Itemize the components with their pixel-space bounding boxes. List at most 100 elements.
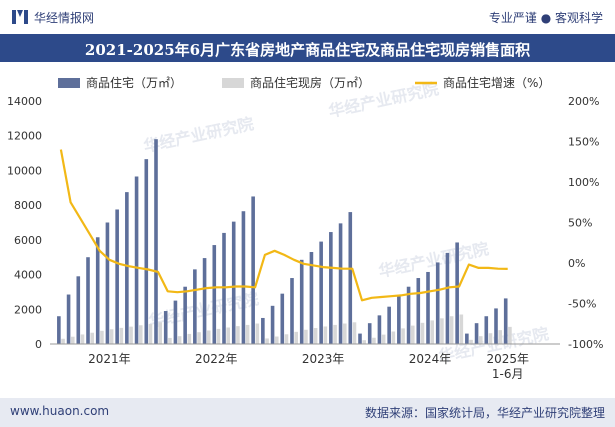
bar-sales	[455, 242, 459, 344]
bar-existing	[255, 323, 260, 344]
bar-sales	[435, 262, 440, 344]
bar-sales	[290, 278, 294, 344]
brand-tagline: 专业严谨 ● 客观科学	[488, 11, 603, 25]
y-right-tick-label: 150%	[568, 136, 599, 149]
bar-sales	[86, 257, 90, 344]
legend-label-1: 商品住宅（万㎡）	[86, 75, 182, 90]
bar-sales	[105, 222, 110, 344]
bar-sales	[125, 192, 129, 344]
watermark-text: 华经产业研究院	[377, 239, 491, 281]
bar-sales	[426, 271, 430, 344]
data-source: 数据来源：国家统计局，华经产业研究院整理	[364, 406, 605, 420]
header: 华经情报网 专业严谨 ● 客观科学	[0, 0, 615, 34]
bar-sales	[474, 323, 479, 344]
bar-sales	[494, 308, 498, 344]
bar-existing	[333, 324, 337, 344]
bar-existing	[177, 336, 182, 344]
bar-existing	[109, 329, 114, 344]
y-left-tick-label: 14000	[7, 95, 42, 108]
bar-sales	[231, 221, 236, 344]
bar-sales	[212, 245, 217, 344]
bar-existing	[508, 326, 512, 344]
bar-sales	[154, 139, 158, 344]
bar-existing	[158, 322, 162, 344]
bar-existing	[294, 331, 298, 344]
bar-existing	[430, 320, 434, 344]
y-right-tick-label: -100%	[568, 338, 603, 351]
bar-existing	[61, 338, 65, 344]
y-left-tick-label: 2000	[14, 303, 42, 316]
y-left-tick-label: 8000	[14, 199, 42, 212]
bar-existing	[274, 336, 279, 344]
bar-existing	[284, 334, 289, 344]
x-tick-label: 2021年	[88, 352, 131, 366]
bar-existing	[440, 318, 444, 344]
bar-existing	[90, 332, 94, 344]
bar-sales	[406, 286, 411, 344]
data-label-growth: -7.30%	[537, 62, 584, 65]
bar-existing	[372, 337, 376, 344]
bar-sales	[95, 237, 100, 344]
x-tick-label: 2024年	[409, 352, 452, 366]
bar-sales	[270, 305, 275, 344]
bar-existing	[401, 328, 405, 344]
bar-sales	[144, 159, 149, 344]
x-tick-label: 2025年	[486, 352, 529, 366]
bar-existing	[478, 336, 483, 344]
title-bar	[0, 34, 615, 62]
chart: 华经产业研究院华经产业研究院华经产业研究院华经产业研究院华经产业研究院商品住宅（…	[7, 62, 603, 381]
bar-sales	[241, 211, 246, 344]
bar-existing	[323, 326, 328, 344]
bar-existing	[391, 331, 396, 344]
bar-sales	[222, 232, 226, 344]
bar-existing	[449, 316, 454, 344]
bar-sales	[134, 176, 139, 344]
bar-sales	[202, 258, 207, 344]
bar-existing	[70, 336, 75, 344]
bar-sales	[261, 317, 265, 344]
bar-existing	[245, 324, 250, 344]
bar-existing	[342, 323, 347, 344]
bar-sales	[173, 300, 178, 344]
brand-logo-icon	[12, 10, 28, 24]
y-left-tick-label: 6000	[14, 234, 42, 247]
data-label-sales: 2626.57	[500, 62, 550, 65]
growth-line	[59, 149, 508, 302]
bar-existing	[304, 329, 308, 344]
brand-name: 华经情报网	[34, 11, 95, 25]
bar-sales	[115, 209, 119, 344]
bar-sales	[76, 276, 81, 344]
bar-sales	[183, 286, 187, 344]
bar-sales	[358, 333, 362, 344]
bar-sales	[484, 316, 489, 344]
bar-existing	[206, 330, 211, 344]
legend-swatch-1	[58, 78, 80, 88]
bar-sales	[329, 232, 333, 344]
bar-sales	[309, 252, 314, 344]
bar-existing	[129, 326, 133, 344]
bar-existing	[362, 340, 366, 344]
bar-existing	[197, 332, 201, 344]
bar-existing	[80, 334, 85, 344]
bar-existing	[498, 330, 502, 344]
footer-url[interactable]: www.huaon.com	[10, 404, 110, 418]
bar-sales	[445, 252, 450, 344]
bar-existing	[352, 322, 357, 344]
bar-sales	[66, 294, 71, 344]
bar-existing	[138, 325, 143, 344]
y-left-tick-label: 0	[35, 338, 42, 351]
legend-swatch-2	[222, 78, 244, 88]
bar-sales	[280, 293, 285, 344]
bar-existing	[119, 327, 124, 344]
y-right-tick-label: 200%	[568, 95, 599, 108]
bar-existing	[313, 328, 318, 344]
bar-sales	[163, 311, 168, 344]
bar-sales	[251, 196, 255, 344]
y-right-tick-label: 100%	[568, 176, 599, 189]
y-left-tick-label: 10000	[7, 164, 42, 177]
bar-existing	[100, 330, 104, 344]
x-tick-label: 2022年	[195, 352, 238, 366]
bar-sales	[503, 298, 508, 344]
bar-sales	[338, 223, 343, 344]
bar-existing	[226, 327, 230, 344]
